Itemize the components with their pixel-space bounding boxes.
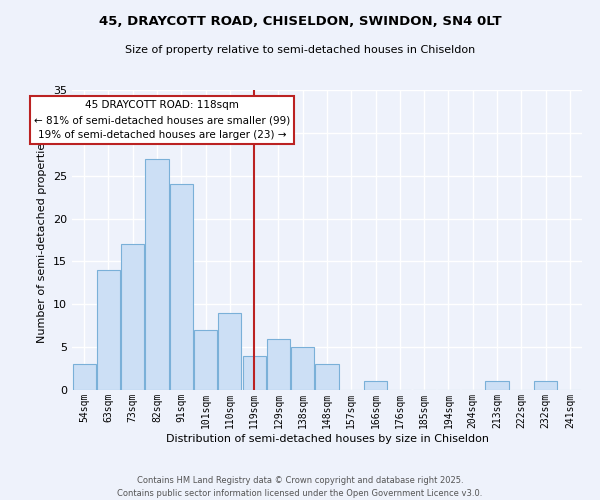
Bar	[218, 313, 241, 390]
Bar	[170, 184, 193, 390]
Text: 45 DRAYCOTT ROAD: 118sqm
← 81% of semi-detached houses are smaller (99)
19% of s: 45 DRAYCOTT ROAD: 118sqm ← 81% of semi-d…	[34, 100, 290, 140]
Bar	[291, 347, 314, 390]
Text: Contains HM Land Registry data © Crown copyright and database right 2025.
Contai: Contains HM Land Registry data © Crown c…	[118, 476, 482, 498]
Bar	[97, 270, 120, 390]
Bar	[267, 338, 290, 390]
Bar	[73, 364, 95, 390]
Text: 45, DRAYCOTT ROAD, CHISELDON, SWINDON, SN4 0LT: 45, DRAYCOTT ROAD, CHISELDON, SWINDON, S…	[98, 15, 502, 28]
Bar	[121, 244, 144, 390]
Y-axis label: Number of semi-detached properties: Number of semi-detached properties	[37, 137, 47, 343]
Text: Size of property relative to semi-detached houses in Chiseldon: Size of property relative to semi-detach…	[125, 45, 475, 55]
Bar	[194, 330, 217, 390]
Bar	[145, 158, 169, 390]
Bar	[364, 382, 387, 390]
X-axis label: Distribution of semi-detached houses by size in Chiseldon: Distribution of semi-detached houses by …	[166, 434, 488, 444]
Bar	[316, 364, 338, 390]
Bar	[485, 382, 509, 390]
Bar	[534, 382, 557, 390]
Bar	[242, 356, 266, 390]
